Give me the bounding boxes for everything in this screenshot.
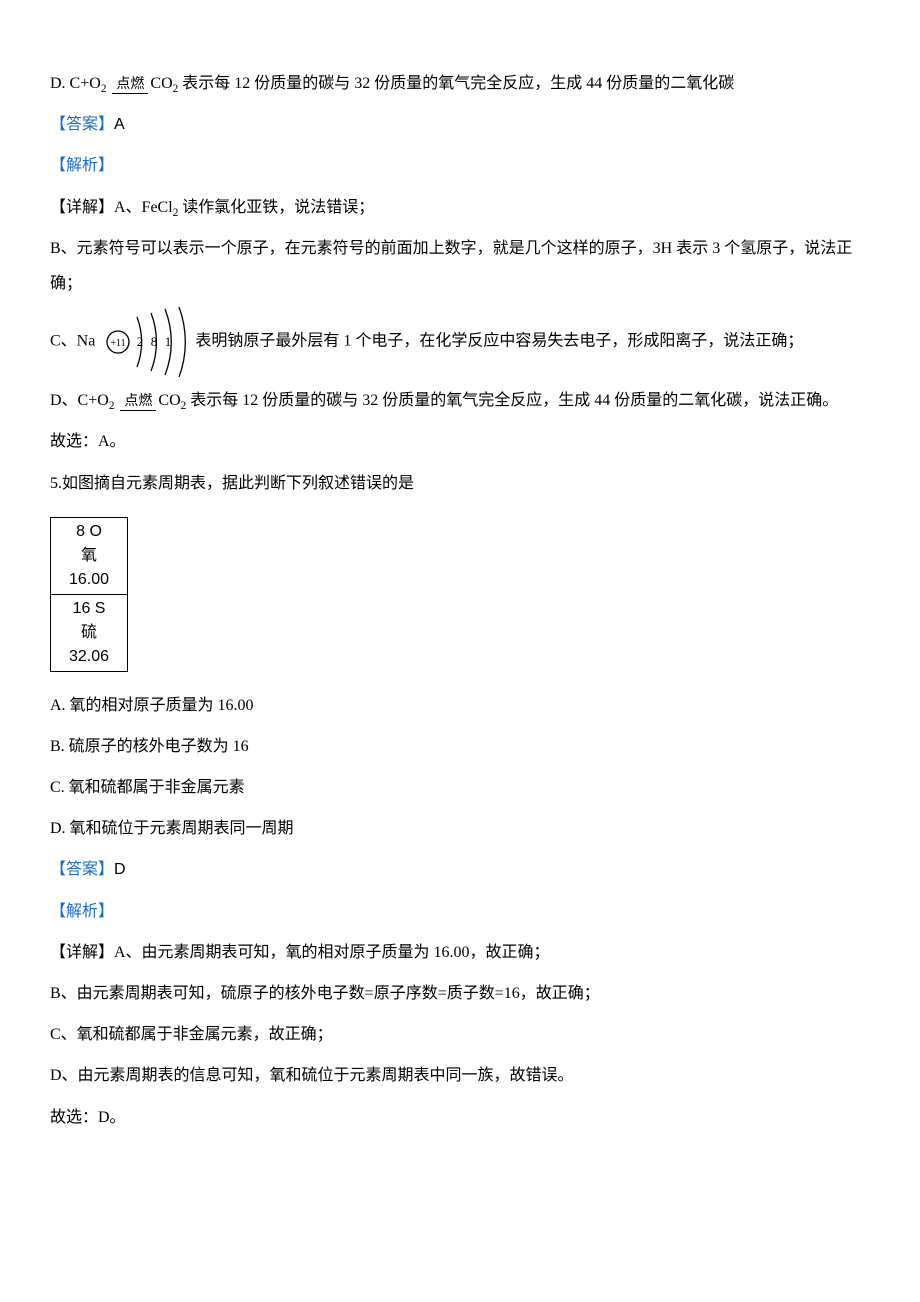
q4-detail-c: C、Na +11 2 8 1 表明钠原子最外层有 1 个电子，在化学反应中容易失… (50, 307, 870, 377)
q5-option-c: C. 氧和硫都属于非金属元素 (50, 770, 870, 805)
q4-detailC-tail: 表明钠原子最外层有 1 个电子，在化学反应中容易失去电子，形成阳离子，说法正确； (195, 333, 803, 350)
q5-detail-c: C、氧和硫都属于非金属元素，故正确； (50, 1017, 870, 1052)
cell2-line1: 16 S (73, 600, 106, 617)
cell2-line2: 硫 (81, 624, 97, 641)
atom-structure-icon: +11 2 8 1 (103, 307, 187, 377)
q4-conclusion: 故选：A。 (50, 424, 870, 459)
cell1-line1: 8 O (76, 523, 102, 540)
q5-stem: 5.如图摘自元素周期表，据此判断下列叙述错误的是 (50, 466, 870, 501)
answer-value: D (114, 861, 126, 878)
atom-shell-1: 2 (137, 334, 144, 349)
reaction-condition: 点燃 (120, 394, 156, 411)
cell2-line3: 32.06 (69, 648, 109, 665)
q4-detailA-tail: 读作氯化亚铁，说法错误； (178, 199, 374, 216)
q4-detailD-sub1: 2 (109, 400, 115, 412)
q5-option-d: D. 氧和硫位于元素周期表同一周期 (50, 811, 870, 846)
q4-detailD-after: CO (158, 392, 180, 409)
atom-center: +11 (111, 338, 126, 349)
q4-detail-a: 【详解】A、FeCl2 读作氯化亚铁，说法错误； (50, 190, 870, 225)
q5-detail-a: 【详解】A、由元素周期表可知，氧的相对原子质量为 16.00，故正确； (50, 935, 870, 970)
q5-option-b: B. 硫原子的核外电子数为 16 (50, 729, 870, 764)
q4-optD-after: CO (150, 75, 172, 92)
q4-detailD-tail: 表示每 12 份质量的碳与 32 份质量的氧气完全反应，生成 44 份质量的二氧… (186, 392, 838, 409)
q4-option-d: D. C+O2 点燃 CO2 表示每 12 份质量的碳与 32 份质量的氧气完全… (50, 66, 870, 101)
analysis-label: 【解析】 (50, 903, 114, 920)
q5-conclusion: 故选：D。 (50, 1100, 870, 1135)
atom-shell-3: 1 (165, 334, 172, 349)
q5-answer: 【答案】D (50, 852, 870, 887)
q4-detailA-prefix: 【详解】A、FeCl (50, 199, 173, 216)
reaction-arrow: 点燃 (120, 393, 156, 409)
atom-shell-2: 8 (151, 334, 158, 349)
q4-detailC-prefix: C、Na (50, 333, 99, 350)
q4-detail-b: B、元素符号可以表示一个原子，在元素符号的前面加上数字，就是几个这样的原子，3H… (50, 231, 870, 301)
answer-label: 【答案】 (50, 116, 114, 133)
reaction-condition: 点燃 (112, 77, 148, 94)
q5-detail-d: D、由元素周期表的信息可知，氧和硫位于元素周期表中同一族，故错误。 (50, 1058, 870, 1093)
answer-value: A (114, 116, 125, 133)
q4-optD-tail: 表示每 12 份质量的碳与 32 份质量的氧气完全反应，生成 44 份质量的二氧… (178, 75, 734, 92)
element-cell-sulfur: 16 S 硫 32.06 (51, 595, 127, 671)
q4-answer: 【答案】A (50, 107, 870, 142)
q4-optD-sub1: 2 (101, 83, 107, 95)
element-cell-oxygen: 8 O 氧 16.00 (51, 518, 127, 595)
q5-option-a: A. 氧的相对原子质量为 16.00 (50, 688, 870, 723)
answer-label: 【答案】 (50, 861, 114, 878)
reaction-arrow: 点燃 (112, 76, 148, 92)
cell1-line2: 氧 (81, 547, 97, 564)
cell1-line3: 16.00 (69, 571, 109, 588)
q5-detail-b: B、由元素周期表可知，硫原子的核外电子数=原子序数=质子数=16，故正确； (50, 976, 870, 1011)
q4-detail-d: D、C+O2 点燃 CO2 表示每 12 份质量的碳与 32 份质量的氧气完全反… (50, 383, 870, 418)
analysis-label: 【解析】 (50, 157, 114, 174)
q5-analysis-label: 【解析】 (50, 894, 870, 929)
q4-analysis-label: 【解析】 (50, 148, 870, 183)
q4-optD-prefix: D. C+O (50, 75, 101, 92)
periodic-table-excerpt: 8 O 氧 16.00 16 S 硫 32.06 (50, 517, 128, 672)
q4-detailD-prefix: D、C+O (50, 392, 109, 409)
